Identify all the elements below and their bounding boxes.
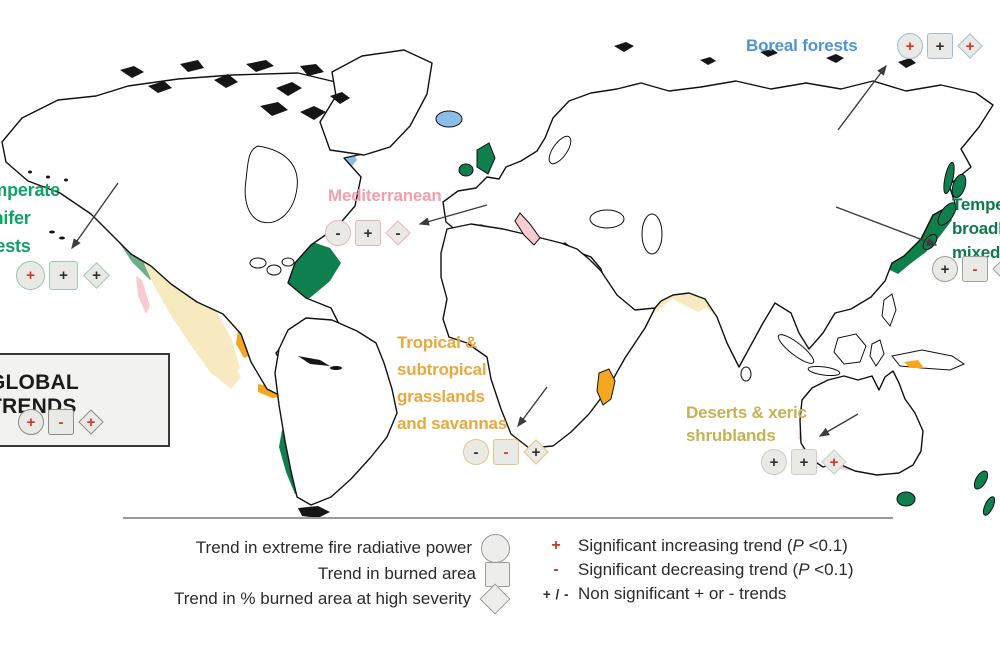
trend-sign: + [59, 267, 68, 284]
square-symbol: + [791, 449, 817, 475]
trend-sign: - [972, 260, 978, 278]
arrow-deserts [818, 413, 859, 437]
trend-symbols-temperate-conifer: + + + [16, 261, 111, 290]
arrow-mediterranean [418, 204, 488, 226]
diamond-symbol: - [385, 220, 411, 246]
square-symbol: - [48, 409, 74, 435]
legend-label: Significant increasing trend (P <0.1) [578, 536, 848, 555]
biome-label-tropical-grasslands: Tropical & subtropical grasslands and sa… [397, 333, 508, 433]
diamond-symbol: + [821, 449, 847, 475]
circle-symbol: + [761, 449, 787, 475]
global-trends-box: GLOBAL TRENDS + - + [0, 353, 170, 447]
biome-label-temperate-broadleaf: Temperate broadleaf & mixed forests [952, 195, 1000, 262]
legend-row-sig-decrease: - Significant decreasing trend (P <0.1) [534, 558, 853, 582]
trend-sign: + [905, 37, 915, 55]
diamond-symbol: + [957, 33, 983, 59]
square-symbol: + [927, 33, 953, 59]
arrow-tropical-grasslands [517, 386, 548, 428]
islands [435, 110, 996, 516]
diamond-symbol: + [78, 409, 104, 435]
square-shape-key [485, 561, 510, 587]
legend-row-non-significant: + / - Non significant + or - trends [534, 582, 786, 606]
trend-sign: - [58, 413, 64, 431]
legend-row-high-severity: Trend in % burned area at high severity [125, 583, 511, 615]
square-symbol: + [355, 220, 381, 246]
trend-symbols-temperate-broadleaf: + - [932, 256, 1000, 282]
legend-row-burned-area: Trend in burned area [125, 559, 510, 589]
trend-sign: + [363, 224, 373, 242]
trend-sign: + [92, 267, 101, 284]
arctic-islands [28, 42, 916, 518]
circle-symbol: - [463, 439, 489, 465]
trend-sign: + [26, 267, 35, 284]
trend-sign: + [26, 413, 36, 431]
plus-sign-key: + [551, 537, 561, 554]
biome-label-deserts: Deserts & xeric shrublands [686, 403, 807, 445]
trend-symbols-mediterranean: - + - [325, 220, 411, 246]
circle-symbol: - [325, 220, 351, 246]
circle-symbol: + [16, 261, 45, 290]
trend-symbols-tropical-grasslands: - - + [463, 439, 549, 465]
diamond-shape-key [479, 583, 511, 615]
biome-label-mediterranean: Mediterranean [328, 186, 442, 205]
trend-sign: - [395, 224, 401, 242]
legend-label: Trend in % burned area at high severity [173, 589, 471, 608]
seas [244, 135, 663, 276]
trend-sign: + [799, 453, 809, 471]
trend-sign: + [935, 37, 945, 55]
legend-label: Trend in extreme fire radiative power [195, 538, 472, 557]
trend-sign: - [503, 443, 509, 461]
diamond-symbol: + [82, 261, 111, 290]
legend-divider [123, 517, 893, 519]
trend-symbols-global: + - + [18, 409, 104, 435]
minus-sign-key: - [553, 561, 559, 578]
trend-sign: + [86, 413, 96, 431]
arrow-boreal [837, 64, 887, 131]
circle-symbol: + [18, 409, 44, 435]
circle-symbol: + [897, 33, 923, 59]
arrow-temperate-broadleaf [835, 206, 938, 246]
trend-symbols-deserts: + + + [761, 449, 847, 475]
annotation-arrows [71, 64, 938, 437]
circle-symbol: + [932, 256, 958, 282]
square-symbol: - [962, 256, 988, 282]
legend-row-radiative-power: Trend in extreme fire radiative power [125, 533, 510, 563]
circle-shape-key [481, 533, 510, 563]
legend-label: Significant decreasing trend (P <0.1) [578, 560, 854, 579]
trend-sign: + [769, 453, 779, 471]
trend-sign: + [965, 37, 975, 55]
trend-symbols-boreal: + + + [897, 33, 983, 59]
legend-row-sig-increase: + Significant increasing trend (P <0.1) [534, 534, 848, 558]
trend-sign: + [829, 453, 839, 471]
trend-sign: + [531, 443, 541, 461]
diamond-symbol: + [523, 439, 549, 465]
trend-sign: + [940, 260, 950, 278]
legend-label: Trend in burned area [317, 564, 476, 583]
trend-sign: - [335, 224, 341, 242]
arrow-temperate-conifer [71, 182, 119, 250]
plus-minus-sign-key: + / - [542, 586, 570, 602]
biome-label-temperate-conifer: Temperate conifer forests [0, 180, 60, 256]
trend-sign: - [473, 443, 479, 461]
diamond-symbol [992, 256, 1000, 282]
square-symbol: + [49, 261, 78, 290]
trend-sign [992, 256, 1000, 282]
global-trends-title: GLOBAL TRENDS [0, 371, 79, 418]
square-symbol: - [493, 439, 519, 465]
legend-label: Non significant + or - trends [578, 584, 787, 603]
biome-label-boreal: Boreal forests [746, 36, 858, 55]
